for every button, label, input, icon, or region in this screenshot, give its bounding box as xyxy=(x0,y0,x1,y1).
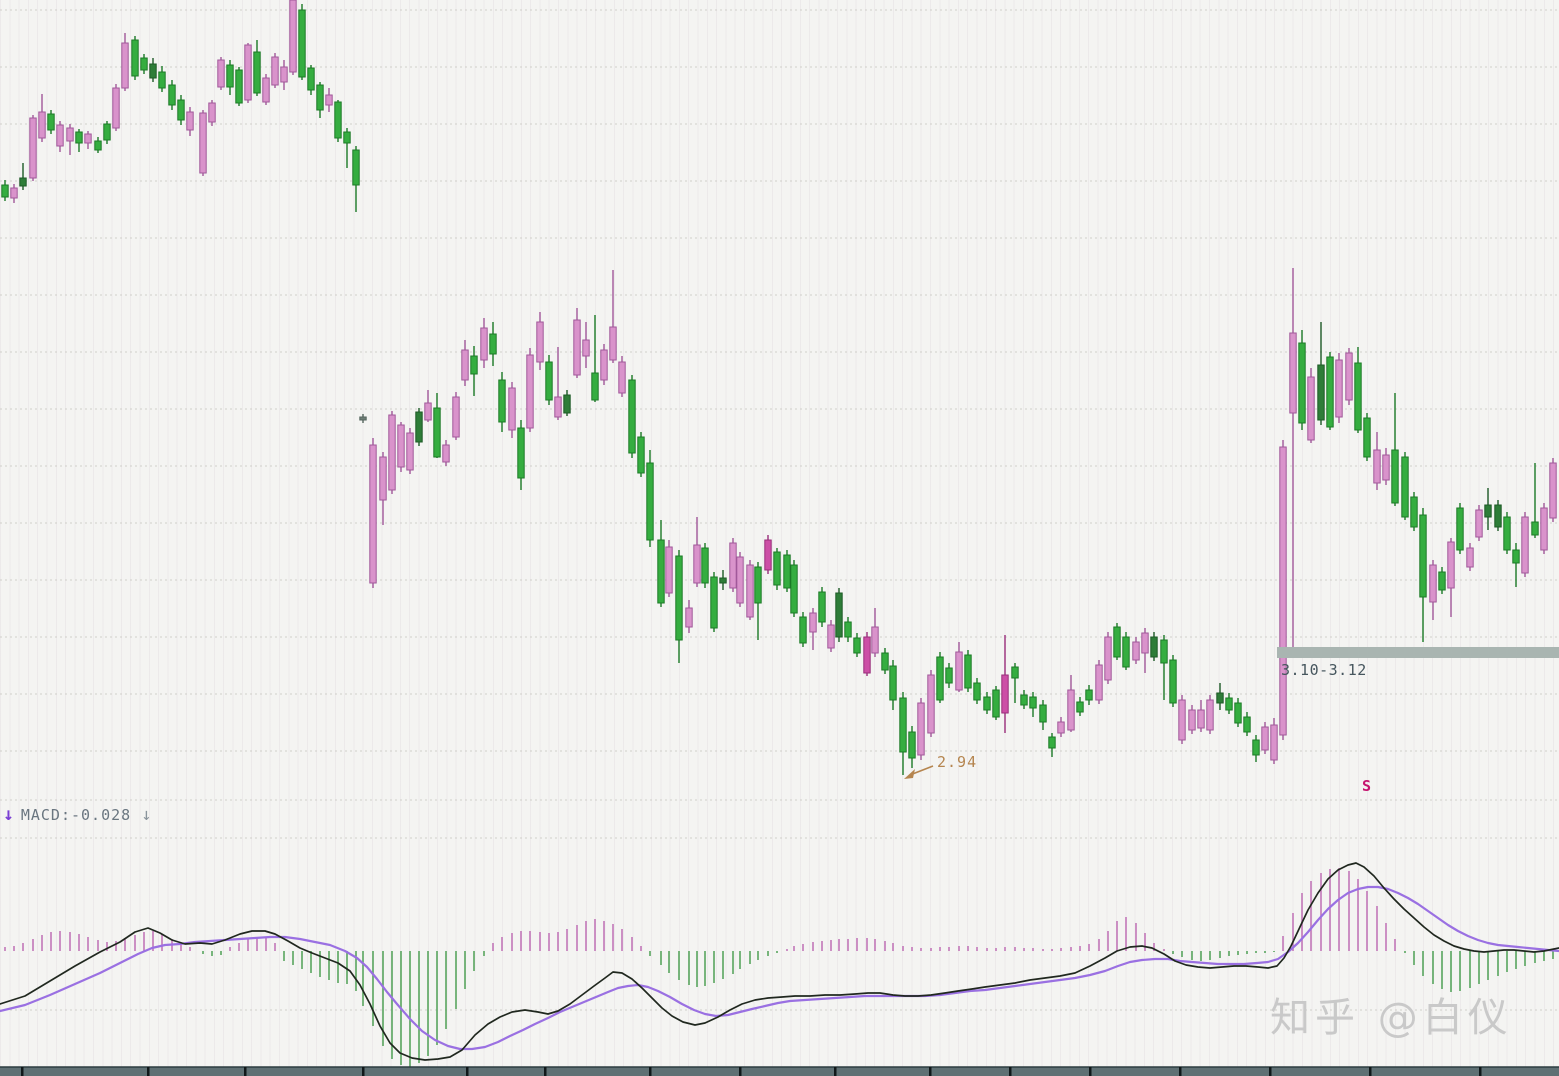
low-price-callout-label: 2.94 xyxy=(937,753,978,771)
macd-value-label: MACD:-0.028 xyxy=(20,806,132,824)
sell-signal-marker: S xyxy=(1362,777,1372,795)
watermark: 知乎 @白仪 xyxy=(1270,995,1513,1041)
macd-purple-down-arrow-icon: ↓ xyxy=(3,804,15,825)
time-axis-scrollbar[interactable] xyxy=(0,1066,1559,1076)
gap-price-range-label: 3.10-3.12 xyxy=(1281,661,1367,679)
macd-indicator-label: ↓ MACD:-0.028 ↓ xyxy=(3,804,152,825)
macd-gray-down-arrow-icon: ↓ xyxy=(141,805,153,825)
